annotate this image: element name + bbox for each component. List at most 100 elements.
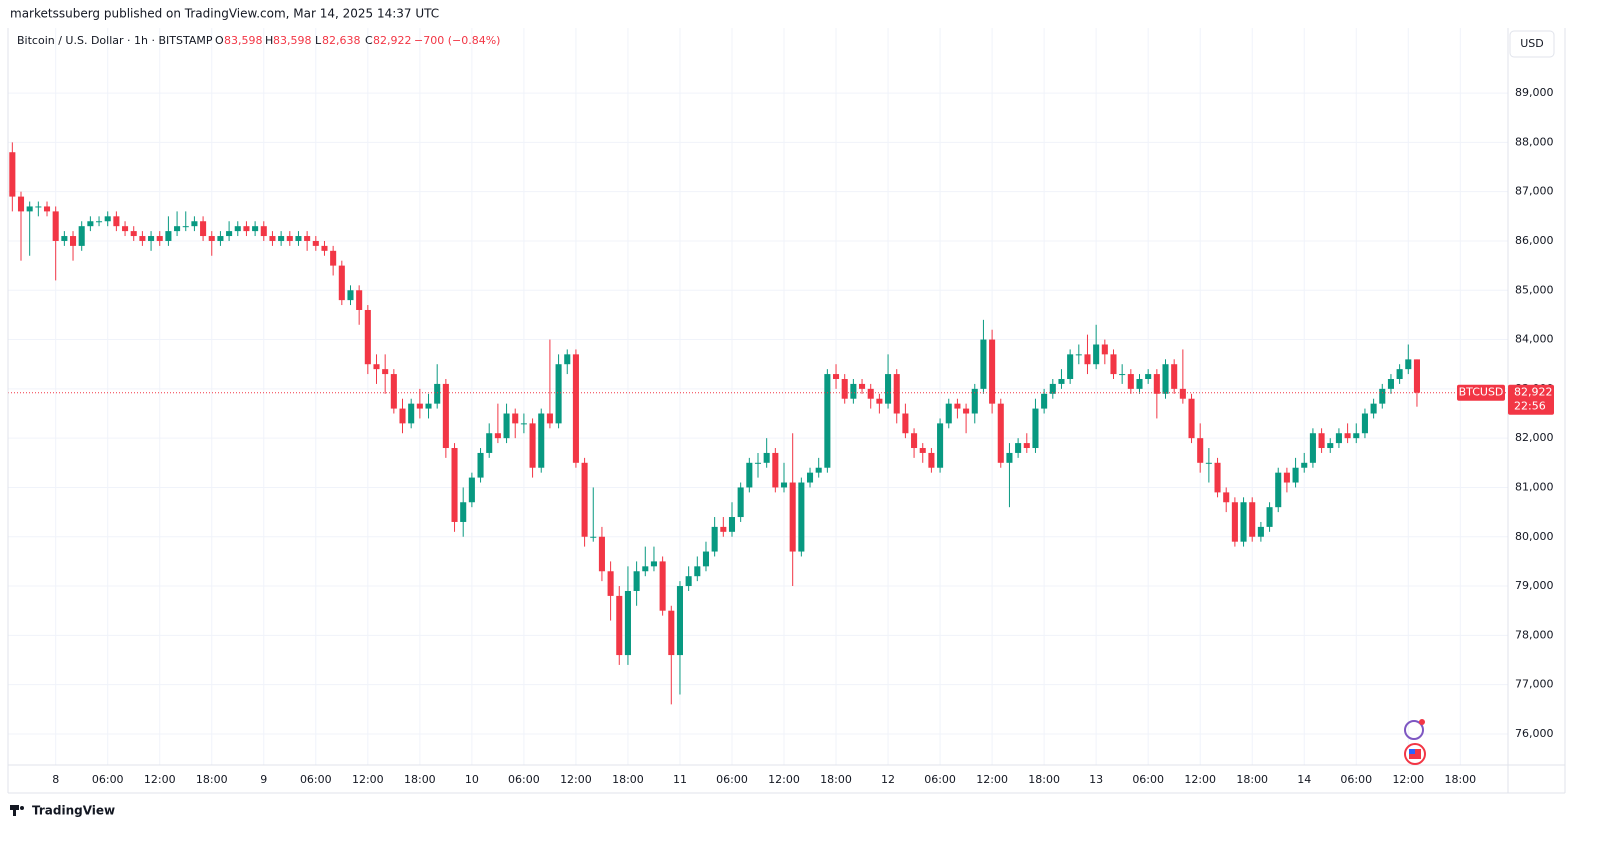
candle-body (1240, 502, 1247, 542)
candle-body (937, 423, 944, 468)
logo[interactable]: TradingView (10, 804, 115, 818)
x-tick-label: 06:00 (924, 773, 956, 786)
candle-body (69, 236, 77, 246)
candle-body (52, 211, 59, 241)
candle-body (529, 423, 536, 468)
candle-body (1283, 472, 1290, 483)
candle-body (434, 383, 441, 404)
candle-body (624, 590, 631, 656)
candle-body (35, 206, 42, 208)
candle-body (798, 482, 805, 552)
candle-body (1379, 388, 1386, 404)
candle-body (1318, 433, 1325, 449)
ohlc-key: O (215, 34, 224, 47)
x-tick-label: 8 (52, 773, 59, 786)
candle-body (815, 467, 822, 473)
candle-body (9, 152, 16, 197)
candle-body (720, 526, 727, 532)
candle-body (650, 561, 657, 567)
candle-body (1275, 472, 1282, 508)
candle-body (1119, 374, 1126, 376)
icon-ring[interactable] (1404, 720, 1424, 740)
ohlc-key: H (265, 34, 273, 47)
candle-body (1179, 388, 1186, 399)
candle-body (61, 236, 68, 241)
candle-body (96, 221, 103, 223)
candle-body (867, 388, 874, 399)
assistant-icon[interactable] (1404, 719, 1425, 740)
logo-text[interactable]: TradingView (32, 804, 115, 818)
candle-body (468, 477, 475, 503)
candle-body (1309, 433, 1316, 463)
candle-body (217, 236, 224, 241)
flag-canton[interactable] (1409, 749, 1415, 754)
currency-button[interactable] (1509, 30, 1555, 58)
x-tick-label: 18:00 (1236, 773, 1268, 786)
candle-body (330, 250, 337, 266)
candle-body (278, 236, 285, 241)
ohlc-value: 83,598 (273, 34, 312, 47)
x-tick-label: 12:00 (144, 773, 176, 786)
candle-body (668, 610, 675, 656)
candle-body (78, 226, 85, 246)
candle-body (1370, 403, 1377, 414)
currency-label[interactable]: USD (1520, 37, 1544, 50)
candle-body (1101, 344, 1108, 355)
candle-body (165, 231, 172, 241)
candle-body (980, 339, 987, 389)
candle-body (572, 354, 579, 463)
candle-body (859, 383, 866, 389)
flag-icon[interactable] (1404, 743, 1426, 765)
candle-body (382, 369, 389, 375)
ohlc-value: 83,598 (224, 34, 263, 47)
candle-body (1396, 369, 1403, 379)
symbol-title: Bitcoin / U.S. Dollar · 1h · BITSTAMP (17, 34, 213, 47)
logo-mark[interactable] (13, 805, 16, 816)
price-label: 82,922 (1514, 386, 1553, 399)
candle-body (702, 551, 710, 567)
candle-body (876, 398, 883, 404)
candle-body (1214, 462, 1221, 493)
candle-body (87, 221, 94, 227)
candle-body (1335, 433, 1342, 444)
candle-body (520, 423, 527, 425)
candle-body (1023, 443, 1030, 449)
logo-mark[interactable] (20, 806, 24, 810)
y-tick-label: 85,000 (1515, 283, 1554, 296)
x-tick-label: 11 (673, 773, 687, 786)
candle-body (546, 413, 553, 424)
candle-body (893, 374, 900, 414)
candle-body (425, 403, 432, 409)
candle-body (416, 403, 423, 409)
candle-body (1344, 433, 1351, 439)
x-tick-label: 18:00 (404, 773, 436, 786)
ohlc-value: 82,922 (373, 34, 412, 47)
y-tick-label: 88,000 (1515, 135, 1554, 148)
x-tick-label: 12 (881, 773, 895, 786)
x-tick-label: 18:00 (820, 773, 852, 786)
icon-dot[interactable] (1419, 719, 1425, 725)
candle-body (963, 408, 970, 414)
candle-body (1361, 413, 1368, 434)
candle-body (1327, 443, 1334, 449)
candle-body (902, 413, 909, 434)
x-tick-label: 12:00 (560, 773, 592, 786)
candle-body (1067, 354, 1074, 379)
candle-body (182, 226, 189, 228)
y-tick-label: 89,000 (1515, 86, 1554, 99)
x-tick-label: 06:00 (300, 773, 332, 786)
candle-body (642, 566, 649, 572)
ohlc-key: L (315, 34, 322, 47)
x-tick-label: 13 (1089, 773, 1103, 786)
x-tick-label: 18:00 (1444, 773, 1476, 786)
candle-body (503, 413, 510, 439)
candle-body (763, 452, 770, 463)
candle-body (191, 221, 198, 227)
candle-body (676, 586, 683, 656)
published-note: marketssuberg published on TradingView.c… (10, 7, 439, 21)
candle-body (364, 309, 371, 365)
countdown-label: 22:56 (1514, 400, 1546, 413)
candle-body (616, 595, 623, 656)
candle-body (234, 226, 241, 232)
